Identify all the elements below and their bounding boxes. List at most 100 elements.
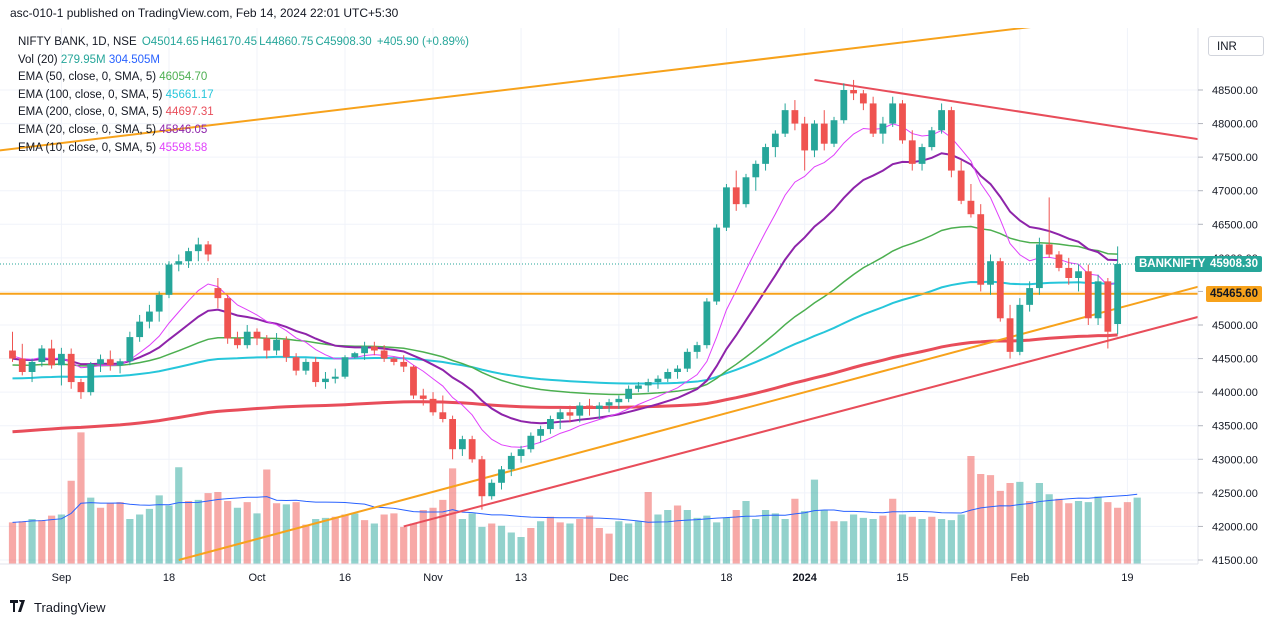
time-axis[interactable]: Sep 18 Oct 16 Nov 13 Dec 18 2024 15 Feb 19: [52, 572, 1134, 584]
time-tick-label: Feb: [1010, 572, 1029, 584]
ema10-legend-row[interactable]: EMA (10, close, 0, SMA, 5) 45598.58: [18, 140, 471, 158]
ema200-legend-row[interactable]: EMA (200, close, 0, SMA, 5) 44697.31: [18, 104, 471, 122]
price-tick-label: 43500.00: [1212, 421, 1258, 433]
candle-body: [77, 382, 85, 393]
candle-body: [224, 298, 232, 339]
candle-body: [439, 412, 447, 419]
candle-body: [889, 103, 897, 124]
volume-bar: [938, 519, 946, 564]
resistance-trend-line: [814, 78, 1198, 141]
volume-bar: [458, 519, 466, 564]
volume-bar: [360, 520, 369, 564]
volume-bar: [282, 504, 290, 564]
price-tick-label: 42000.00: [1212, 521, 1258, 533]
ohlc-row[interactable]: NIFTY BANK, 1D, NSE O45014.65 H46170.45 L4…: [18, 34, 471, 52]
volume-bar: [67, 480, 75, 564]
volume-bar: [243, 502, 251, 564]
volume-bar: [116, 502, 124, 564]
volume-bar: [136, 514, 144, 564]
volume-bar: [898, 514, 907, 564]
candle-body: [185, 251, 192, 262]
candle-body: [850, 90, 857, 94]
volume-bar: [321, 517, 330, 564]
time-tick-label: Nov: [423, 572, 443, 584]
ema200-label: EMA (200, close, 0, SMA, 5): [18, 106, 163, 119]
volume-bar: [654, 514, 662, 564]
volume-bar: [977, 474, 985, 564]
candle-body: [537, 429, 545, 436]
change-value: +405.90 (+0.89%): [376, 36, 469, 48]
volume-bar: [126, 519, 134, 564]
volume-bar: [830, 521, 838, 564]
volume-legend-row[interactable]: Vol (20) 279.95M 304.505M: [18, 52, 471, 70]
volume-bar: [468, 513, 476, 564]
close-value: C45908.30: [315, 36, 372, 48]
price-tick-label: 48500.00: [1212, 85, 1258, 97]
high-value: H46170.45: [200, 36, 258, 48]
candle-body: [527, 435, 535, 450]
symbol-label[interactable]: NIFTY BANK, 1D, NSE: [18, 36, 137, 48]
candle-body: [498, 469, 505, 483]
candle-body: [830, 120, 838, 144]
candle-body: [791, 110, 799, 124]
time-tick-label: Oct: [248, 572, 265, 584]
ema100-legend-row[interactable]: EMA (100, close, 0, SMA, 5) 45661.17: [18, 87, 471, 105]
footer-brand[interactable]: TradingView: [10, 598, 106, 615]
volume-bar: [497, 525, 506, 564]
time-tick-label: 15: [896, 572, 908, 584]
candle-body: [566, 412, 574, 416]
candle-body: [713, 227, 721, 302]
candle-body: [957, 170, 965, 201]
candle-body: [781, 110, 789, 134]
support-trend-line: [403, 315, 1198, 528]
candle-body: [517, 449, 525, 456]
volume-bar: [1035, 483, 1043, 564]
volume-bar: [312, 519, 320, 564]
candle-body: [967, 200, 975, 215]
candle-body: [625, 388, 633, 399]
volume-bar: [595, 528, 603, 564]
candle-body: [547, 419, 554, 430]
candle-body: [87, 363, 95, 393]
volume-bar: [742, 501, 750, 564]
candle-body: [1006, 318, 1014, 352]
volume-bar: [634, 521, 643, 564]
candle-body: [1094, 281, 1102, 319]
volume-bar: [175, 467, 183, 564]
price-axis[interactable]: 41500.00 42000.00 42500.00 43000.00 43500.00…: [1198, 85, 1258, 567]
chart-grid: [0, 28, 1198, 564]
volume-bar: [409, 523, 418, 564]
price-tick-label: 46500.00: [1212, 219, 1258, 231]
candle-body: [644, 382, 652, 386]
volume-bar: [849, 514, 858, 564]
volume-bar: [194, 499, 202, 564]
volume-bar: [106, 503, 114, 564]
currency-button[interactable]: INR: [1208, 36, 1264, 56]
volume-bar: [703, 515, 711, 564]
ema100-line: [12, 280, 1118, 385]
volume-bar: [556, 522, 564, 564]
ema20-label: EMA (20, close, 0, SMA, 5): [18, 123, 157, 136]
ema20-legend-row[interactable]: EMA (20, close, 0, SMA, 5) 45846.05: [18, 122, 471, 140]
candle-body: [146, 311, 153, 322]
candle-body: [67, 353, 75, 383]
volume-bar: [96, 507, 105, 564]
candle-body: [820, 123, 828, 144]
candle-body: [1036, 244, 1043, 289]
candle-body: [752, 163, 760, 178]
candle-body: [38, 348, 46, 362]
candle-body: [605, 402, 613, 406]
candle-body: [380, 350, 388, 359]
lower-channel-line: [178, 285, 1198, 561]
volume-bar: [605, 533, 613, 564]
candle-body: [351, 353, 359, 358]
volume-bar: [1065, 503, 1073, 564]
volume-bar: [625, 523, 633, 564]
ema50-legend-row[interactable]: EMA (50, close, 0, SMA, 5) 46054.70: [18, 69, 471, 87]
volume-bar: [1026, 501, 1034, 564]
volume-bar: [1094, 496, 1102, 564]
price-tick-label: 44500.00: [1212, 354, 1258, 366]
candle-body: [771, 133, 779, 148]
ema200-value: 44697.31: [165, 106, 214, 119]
footer-brand-label: TradingView: [34, 600, 106, 615]
